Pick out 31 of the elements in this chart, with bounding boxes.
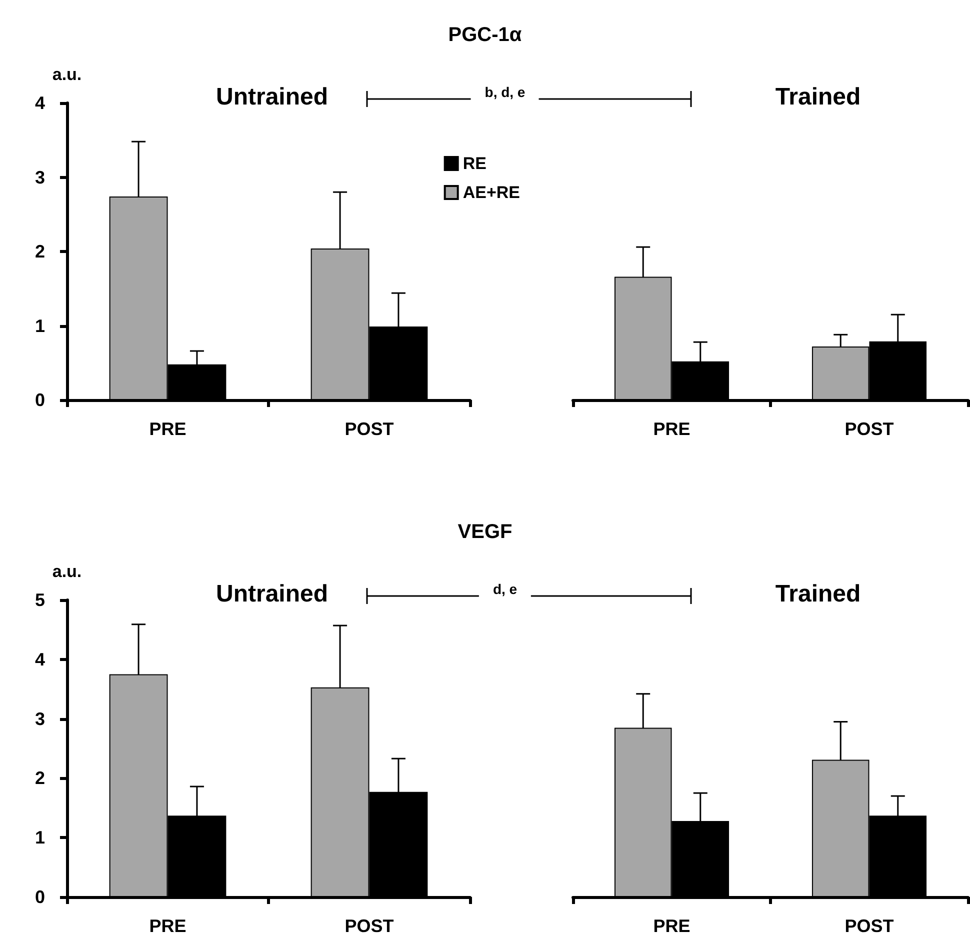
x-tick-label: POST xyxy=(344,916,394,936)
x-tick-label: POST xyxy=(844,916,894,936)
text: b, d, e xyxy=(470,84,540,100)
x-tick-label: POST xyxy=(844,419,894,439)
y-tick-label: 2 xyxy=(34,768,45,788)
y-tick-label: 2 xyxy=(34,242,45,262)
text: d, e xyxy=(478,581,532,597)
chart-subtitle: Trained xyxy=(775,580,861,608)
y-tick-label: 4 xyxy=(34,93,45,113)
y-tick-label: 3 xyxy=(34,708,45,729)
x-tick-label: PRE xyxy=(149,916,186,936)
x-tick-label: POST xyxy=(344,419,394,439)
x-tick-label: PRE xyxy=(149,419,186,439)
y-axis-title: a.u. xyxy=(52,65,82,84)
chart-subtitle: Trained xyxy=(775,84,861,110)
x-tick-label: PRE xyxy=(653,916,690,936)
y-tick-label: 4 xyxy=(34,649,45,670)
chart-subtitle: Untrained xyxy=(216,580,328,608)
y-tick-label: 1 xyxy=(34,316,45,336)
legend-label: RE xyxy=(462,154,486,173)
y-axis-title: a.u. xyxy=(52,562,82,581)
chart-title: VEGF xyxy=(458,521,512,544)
legend-label: AE+RE xyxy=(462,183,520,202)
y-tick-label: 0 xyxy=(34,390,45,410)
x-tick-label: PRE xyxy=(653,419,690,439)
y-tick-label: 3 xyxy=(34,167,45,188)
y-tick-label: 1 xyxy=(34,828,45,848)
chart-subtitle: Untrained xyxy=(216,84,328,110)
y-tick-label: 5 xyxy=(34,590,45,610)
chart-title: PGC-1α xyxy=(448,24,522,47)
y-tick-label: 0 xyxy=(34,887,45,907)
